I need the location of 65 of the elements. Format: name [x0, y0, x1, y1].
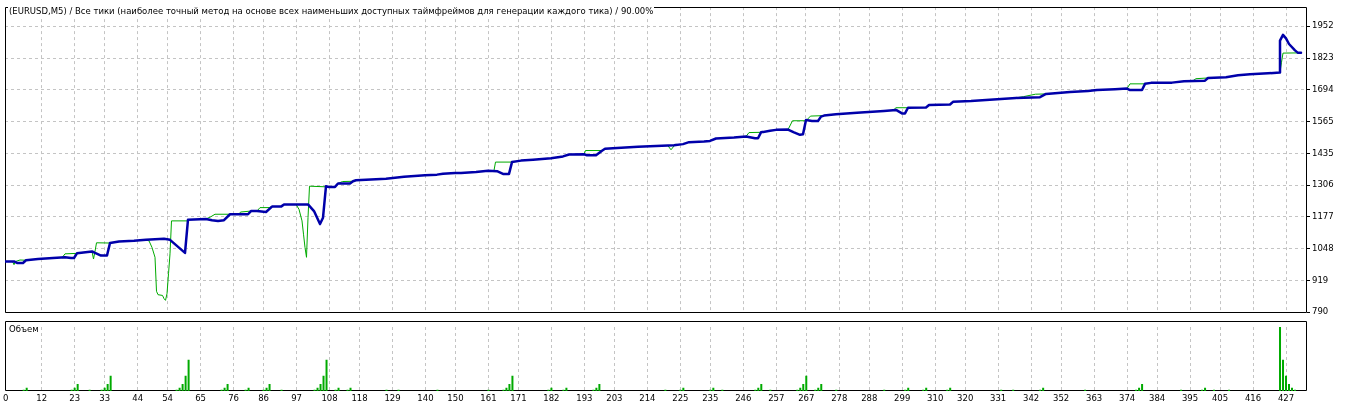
x-tick-label: 214	[639, 393, 656, 404]
x-tick-label: 54	[162, 393, 174, 404]
x-tick-label: 288	[861, 393, 878, 404]
x-tick-label: 235	[702, 393, 719, 404]
y-tick-label: 919	[1312, 274, 1329, 285]
x-tick-label: 352	[1053, 393, 1070, 404]
x-tick-label: 140	[417, 393, 434, 404]
x-tick-label: 363	[1086, 393, 1103, 404]
x-tick-label: 278	[831, 393, 848, 404]
x-tick-label: 203	[606, 393, 623, 404]
x-tick-label: 118	[351, 393, 368, 404]
x-tick-label: 331	[990, 393, 1007, 404]
x-tick-label: 44	[132, 393, 144, 404]
x-tick-label: 150	[447, 393, 464, 404]
bar	[1279, 327, 1282, 391]
bar	[760, 383, 763, 391]
x-tick-label: 33	[99, 393, 111, 404]
x-tick-label: 86	[258, 393, 269, 404]
x-tick-label: 299	[894, 393, 911, 404]
bar	[109, 375, 112, 391]
chart-title: (EURUSD,M5) / Все тики (наиболее точный метод на основе всех наименьших доступных таймфреймов для генерации каждого тика) / 90.00%	[8, 6, 655, 17]
x-tick-label: 182	[543, 393, 560, 404]
x-tick-label: 171	[510, 393, 527, 404]
y-tick-label: 1435	[1312, 147, 1334, 158]
bar	[598, 383, 601, 391]
y-tick-label: 1306	[1312, 179, 1334, 190]
x-tick-label: 427	[1277, 393, 1295, 404]
x-tick-label: 129	[384, 393, 401, 404]
x-tick-label: 267	[798, 393, 815, 404]
bar	[268, 383, 271, 391]
x-tick-label: 320	[957, 393, 974, 404]
x-tick-label: 108	[321, 393, 338, 404]
bar	[187, 359, 190, 391]
bar	[325, 359, 328, 391]
x-tick-label: 76	[228, 393, 239, 404]
y-tick-label: 1177	[1312, 211, 1334, 222]
bar	[805, 375, 808, 391]
x-tick-label: 97	[291, 393, 302, 404]
x-tick-label: 23	[69, 393, 81, 404]
x-tick-label: 395	[1181, 393, 1199, 404]
x-tick-label: 310	[927, 393, 944, 404]
x-tick-label: 246	[735, 393, 752, 404]
y-tick-label: 1048	[1312, 242, 1334, 253]
x-tick-label: 161	[480, 393, 497, 404]
x-tick-label: 65	[195, 393, 207, 404]
y-tick-label: 1565	[1312, 115, 1334, 126]
y-tick-label: 1694	[1312, 83, 1334, 94]
x-tick-label: 374	[1118, 393, 1136, 404]
chart-title: Объем	[8, 324, 40, 335]
x-tick-label: 193	[576, 393, 593, 404]
y-tick-label: 1823	[1312, 52, 1334, 63]
x-tick-label: 0	[2, 393, 9, 404]
bar	[820, 383, 823, 391]
x-tick-label: 405	[1211, 393, 1229, 404]
y-tick-label: 1952	[1312, 20, 1334, 31]
x-tick-label: 384	[1148, 393, 1166, 404]
x-tick-label: 12	[36, 393, 48, 404]
bar	[1141, 383, 1144, 391]
x-tick-label: 342	[1023, 393, 1040, 404]
x-tick-label: 416	[1244, 393, 1262, 404]
x-tick-label: 257	[768, 393, 785, 404]
bar	[226, 383, 229, 391]
bar	[76, 383, 79, 391]
x-tick-label: 225	[672, 393, 689, 404]
y-tick-label: 790	[1312, 306, 1329, 317]
